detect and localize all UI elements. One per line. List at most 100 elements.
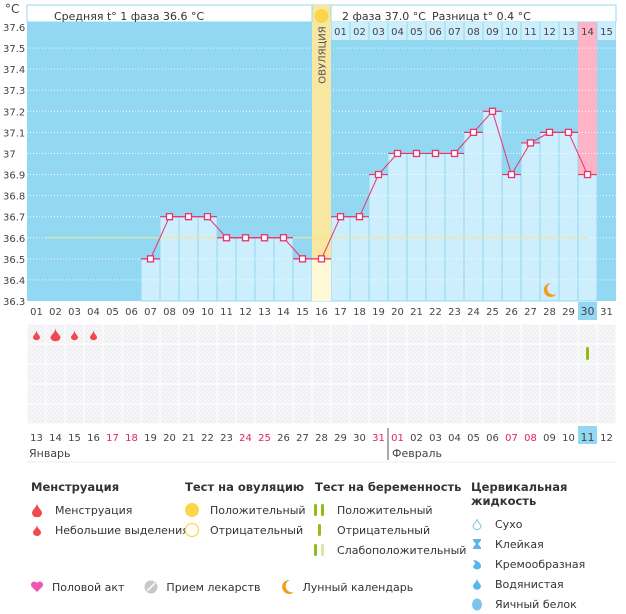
- legend-title: Цервикальная жидкость: [471, 480, 568, 508]
- marker-cell: [331, 344, 350, 364]
- marker-cell: [179, 344, 198, 364]
- cycle-day-label: 04: [87, 307, 100, 318]
- marker-cell: [426, 364, 445, 384]
- legend-cervical-fluid: Цервикальная жидкость Сухо Клейкая Кремо…: [471, 480, 626, 614]
- today-date-cell: [578, 426, 597, 444]
- temperature-bar: [482, 110, 503, 302]
- marker-cell: [502, 404, 521, 424]
- moon-icon: [281, 579, 295, 595]
- cycle-day-label: 03: [68, 307, 81, 318]
- marker-cell: [502, 384, 521, 404]
- marker-cell: [464, 344, 483, 364]
- marker-cell: [350, 364, 369, 384]
- marker-cell: [255, 364, 274, 384]
- marker-cell: [179, 364, 198, 384]
- month-label: Февраль: [392, 447, 442, 460]
- marker-cell: [483, 344, 502, 364]
- legend-ovulation-test: Тест на овуляцию Положительный Отрицател…: [184, 480, 306, 540]
- legend-label: Прием лекарств: [166, 580, 261, 594]
- calendar-date-label: 03: [429, 433, 442, 444]
- legend-item: Менструация: [25, 500, 189, 520]
- temperature-point: [450, 149, 459, 158]
- marker-cell: [578, 404, 597, 424]
- marker-cell: [27, 364, 46, 384]
- marker-cell: [103, 324, 122, 344]
- y-tick-label: 37: [3, 149, 16, 160]
- phase2-day-cell: [521, 22, 540, 40]
- phase2-day-cell: [578, 22, 597, 40]
- temperature-point: [279, 234, 288, 242]
- legend-pregnancy-test: Тест на беременность Положительный Отриц…: [314, 480, 466, 560]
- marker-cell: [597, 324, 616, 344]
- cycle-day-label: 24: [467, 307, 480, 318]
- phase2-day-cell: [369, 22, 388, 40]
- legend-label: Отрицательный: [210, 523, 304, 537]
- marker-cell: [274, 324, 293, 344]
- marker-cell: [122, 364, 141, 384]
- marker-cell: [578, 324, 597, 344]
- calendar-date-label: 18: [125, 433, 138, 444]
- marker-cell: [407, 324, 426, 344]
- legend-label: Положительный: [337, 503, 433, 517]
- marker-cell: [198, 404, 217, 424]
- y-tick-label: 37.6: [3, 23, 25, 34]
- phase2-day-cell: [483, 22, 502, 40]
- cycle-day-label: 14: [277, 307, 290, 318]
- marker-cell: [84, 344, 103, 364]
- phase2-day-cell: [502, 22, 521, 40]
- temperature-point: [260, 234, 269, 242]
- cycle-day-label: 25: [486, 307, 499, 318]
- marker-cell: [502, 324, 521, 344]
- marker-cell: [103, 404, 122, 424]
- marker-cell: [103, 384, 122, 404]
- y-tick-label: 37.4: [3, 65, 25, 76]
- marker-cell: [293, 384, 312, 404]
- marker-cell: [388, 324, 407, 344]
- marker-cell: [141, 344, 160, 364]
- marker-cell: [559, 384, 578, 404]
- pregnancy-test-negative-icon: [586, 347, 589, 360]
- legend-item: Отрицательный: [307, 520, 466, 540]
- temperature-point: [241, 234, 250, 242]
- phase2-day-label: 13: [562, 27, 575, 38]
- marker-cell: [198, 364, 217, 384]
- temperature-point: [488, 107, 497, 115]
- marker-cell: [293, 324, 312, 344]
- temperature-bar: [273, 237, 294, 302]
- legend-item: Клейкая: [465, 534, 626, 554]
- marker-cell: [160, 384, 179, 404]
- two-bars-icon: [307, 503, 331, 517]
- marker-cell: [312, 364, 331, 384]
- marker-cell: [369, 384, 388, 404]
- temperature-point: [431, 149, 440, 158]
- calendar-date-label: 22: [201, 433, 214, 444]
- cycle-day-label: 28: [543, 307, 556, 318]
- calendar-date-label: 23: [220, 433, 233, 444]
- cycle-day-label: 17: [334, 307, 347, 318]
- legend-label: Отрицательный: [337, 523, 431, 537]
- circle-outline-icon: [180, 522, 204, 538]
- marker-cell: [217, 384, 236, 404]
- marker-cell: [198, 344, 217, 364]
- calendar-date-label: 12: [600, 433, 613, 444]
- marker-cell: [255, 324, 274, 344]
- cycle-day-label: 23: [448, 307, 461, 318]
- marker-cell: [274, 364, 293, 384]
- temperature-point: [355, 213, 364, 221]
- marker-cell: [559, 324, 578, 344]
- legend-menstruation: Менструация Менструация Небольшие выделе…: [31, 480, 189, 540]
- marker-cell: [217, 324, 236, 344]
- cycle-day-label: 13: [258, 307, 271, 318]
- temperature-difference: Разница t° 0.4 °C: [432, 10, 531, 23]
- phase2-day-cell: [350, 22, 369, 40]
- phase2-day-cell: [540, 22, 559, 40]
- moon-icon: [543, 283, 557, 297]
- phase2-day-label: 12: [543, 27, 556, 38]
- marker-cell: [179, 404, 198, 424]
- marker-cell: [483, 404, 502, 424]
- temperature-point: [203, 213, 212, 221]
- phase2-day-label: 01: [334, 27, 347, 38]
- ovulation-label: ОВУЛЯЦИЯ: [318, 26, 329, 84]
- marker-cell: [331, 384, 350, 404]
- marker-cell: [331, 364, 350, 384]
